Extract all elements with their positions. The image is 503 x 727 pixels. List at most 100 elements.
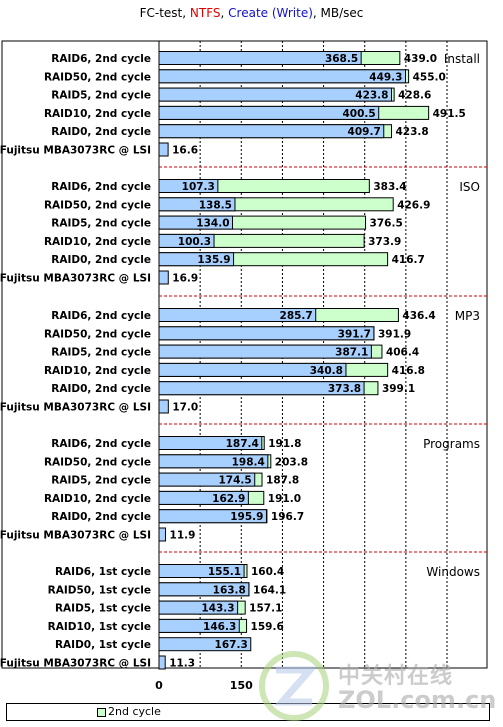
category-label: Fujitsu MBA3073RC @ LSI [0, 402, 151, 414]
bar-1st-value [158, 582, 250, 597]
data-label-outer: 406.4 [386, 347, 419, 359]
data-label-inner: 162.9 [212, 493, 245, 505]
bar-1st-value [158, 308, 317, 322]
data-label-inner: 387.1 [335, 347, 368, 359]
data-label-inner: 155.1 [208, 566, 241, 578]
data-label-outer: 17.0 [172, 402, 198, 414]
chart-legend: 2nd cycle [6, 703, 490, 721]
category-label: RAID0, 2nd cycle [51, 126, 151, 138]
category-label: Fujitsu MBA3073RC @ LSI [0, 273, 151, 285]
category-label: RAID0, 1st cycle [55, 639, 151, 651]
category-label: RAID6, 2nd cycle [51, 53, 151, 65]
category-label: RAID0, 2nd cycle [51, 383, 151, 395]
group-label-windows: Windows [426, 565, 480, 579]
category-label: RAID6, 2nd cycle [51, 310, 151, 322]
bar-1st-value [158, 142, 169, 157]
watermark: 中关村在线 ZOL.com.cn [258, 650, 498, 722]
category-label: RAID6, 2nd cycle [51, 438, 151, 450]
bar-1st-value [158, 197, 236, 212]
watermark-url: ZOL.com.cn [338, 686, 497, 714]
data-label-inner: 163.8 [213, 584, 246, 596]
data-label-outer: 164.1 [253, 584, 286, 596]
category-label: Fujitsu MBA3073RC @ LSI [0, 530, 151, 542]
bar-1st-value [158, 637, 252, 652]
category-label: RAID10, 1st cycle [48, 621, 151, 633]
data-label-outer: 191.0 [268, 493, 301, 505]
data-label-outer: 191.8 [268, 438, 301, 450]
data-label-outer: 399.1 [382, 383, 415, 395]
category-label: RAID10, 2nd cycle [44, 493, 151, 505]
title-suffix: , MB/sec [312, 6, 364, 20]
data-label-inner: 198.4 [232, 456, 265, 468]
bar-1st-value [158, 600, 239, 615]
bar-1st-value [158, 436, 263, 450]
bar-1st-value [158, 252, 235, 267]
category-label: Fujitsu MBA3073RC @ LSI [0, 145, 151, 157]
bar-1st-value [158, 233, 215, 248]
data-label-outer: 160.4 [251, 566, 284, 578]
data-label-inner: 135.9 [197, 254, 230, 266]
data-label-inner: 391.7 [338, 328, 371, 340]
bar-1st-value [158, 454, 269, 469]
group-label-iso: ISO [459, 180, 480, 194]
bar-1st-value [158, 399, 169, 414]
data-label-inner: 340.8 [310, 365, 343, 377]
bar-1st-value [158, 362, 347, 377]
data-label-outer: 391.9 [378, 328, 411, 340]
category-label: RAID50, 2nd cycle [44, 328, 151, 340]
data-label-inner: 373.8 [328, 383, 361, 395]
data-label-outer: 428.6 [398, 90, 431, 102]
category-label: RAID6, 1st cycle [55, 566, 151, 578]
bar-1st-value [158, 490, 249, 505]
bar-1st-value [158, 124, 385, 139]
zol-logo-icon [259, 651, 329, 721]
bar-1st-value [158, 509, 267, 524]
bar-1st-value [158, 69, 406, 84]
data-label-inner: 195.9 [230, 511, 263, 523]
category-label: RAID0, 2nd cycle [51, 254, 151, 266]
data-label-inner: 100.3 [178, 236, 211, 248]
bar-1st-value [158, 564, 245, 578]
title-prefix: FC-test, [139, 6, 190, 20]
data-label-inner: 187.4 [226, 438, 259, 450]
category-label: Fujitsu MBA3073RC @ LSI [0, 658, 151, 670]
bar-1st-value [158, 51, 362, 65]
x-tick-label: 0 [155, 679, 163, 692]
plot-frame [1, 40, 488, 669]
data-label-inner: 143.3 [201, 603, 234, 615]
category-label: RAID5, 2nd cycle [51, 90, 151, 102]
data-label-outer: 11.9 [170, 530, 196, 542]
data-label-outer: 373.9 [368, 236, 401, 248]
data-label-outer: 491.5 [433, 108, 466, 120]
category-label: RAID6, 2nd cycle [51, 181, 151, 193]
x-tick-label: 150 [230, 679, 253, 692]
bar-1st-value [158, 87, 392, 102]
category-label: RAID5, 2nd cycle [51, 218, 151, 230]
category-label: RAID0, 2nd cycle [51, 511, 151, 523]
data-label-outer: 423.8 [395, 126, 428, 138]
category-label: RAID5, 2nd cycle [51, 475, 151, 487]
data-label-outer: 383.4 [373, 181, 406, 193]
data-label-outer: 416.7 [392, 254, 425, 266]
data-label-outer: 11.3 [169, 658, 195, 670]
title-create: Create (Write) [228, 6, 313, 20]
title-sep: , [220, 6, 229, 20]
data-label-outer: 196.7 [271, 511, 304, 523]
bar-1st-value [158, 655, 166, 670]
title-ntfs: NTFS [189, 6, 221, 20]
group-label-programs: Programs [423, 437, 480, 451]
bar-1st-value [158, 326, 375, 341]
data-label-outer: 157.1 [249, 603, 282, 615]
group-label-install: Install [444, 52, 480, 66]
category-label: RAID10, 2nd cycle [44, 365, 151, 377]
data-label-outer: 426.9 [397, 199, 430, 211]
bar-1st-value [158, 179, 219, 193]
bar-1st-value [158, 618, 240, 633]
bar-1st-value [158, 215, 234, 230]
data-label-inner: 146.3 [203, 621, 236, 633]
watermark-cn: 中关村在线 [338, 664, 454, 689]
data-label-outer: 187.8 [266, 475, 299, 487]
bar-1st-value [158, 344, 372, 359]
category-label: RAID50, 1st cycle [48, 584, 151, 596]
data-label-inner: 138.5 [199, 199, 232, 211]
